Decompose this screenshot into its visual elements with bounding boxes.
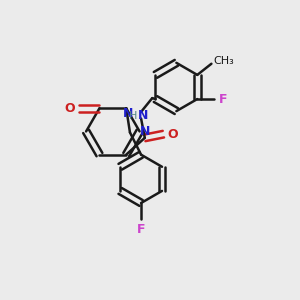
Text: H: H [129,111,137,121]
Text: F: F [218,92,227,106]
Text: N: N [138,109,148,122]
Text: O: O [168,128,178,141]
Text: N: N [123,107,133,120]
Text: F: F [137,224,145,236]
Text: CH₃: CH₃ [213,56,234,66]
Text: O: O [64,102,75,115]
Text: N: N [140,125,150,138]
